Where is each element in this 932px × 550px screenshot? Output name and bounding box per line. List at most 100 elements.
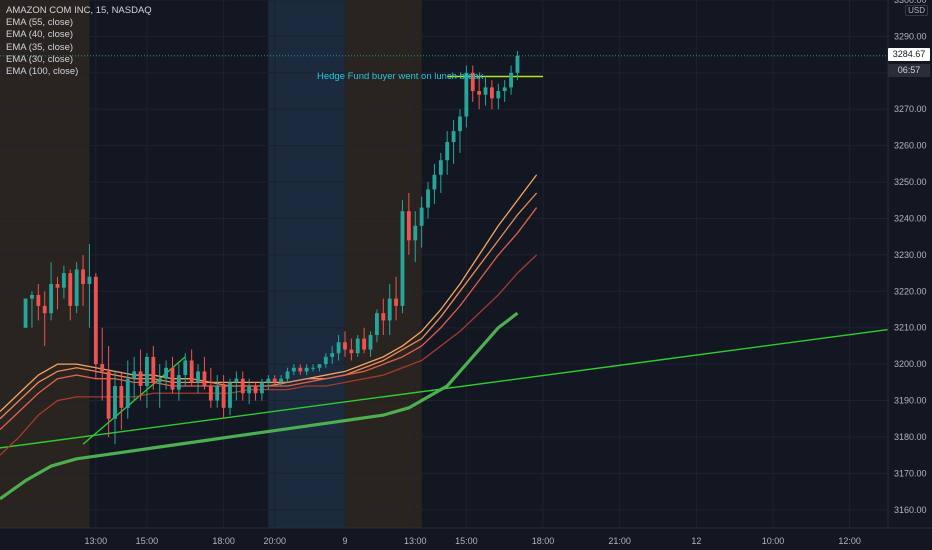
candle-body [23,298,28,328]
time-tick-label: 13:00 [85,536,108,546]
candle [170,356,175,394]
candle-body [304,367,309,372]
candle [49,262,54,321]
candle [330,345,335,365]
candle [400,200,405,314]
candle-body [509,72,513,88]
candle-body [502,87,507,92]
candle [87,243,92,328]
candle-body [221,385,226,408]
price-tick-label: 3250.00 [894,177,927,187]
candle-body [253,385,258,394]
candle-body [336,342,341,354]
candle [113,371,117,445]
candle-body [477,91,482,95]
candle [106,345,111,437]
candle [458,109,462,153]
price-axis[interactable]: 3160.00 3170.00 3180.00 3190.00 3200.00 3210.… [887,0,932,550]
price-tick-label: 3270.00 [894,104,927,114]
indicator-ema-100[interactable]: EMA (100, close) [6,66,79,78]
candle [228,378,232,416]
candle [221,375,226,419]
candle-body [164,367,169,379]
candle [502,80,507,102]
candle [381,298,386,336]
candle [240,371,245,401]
candle [81,254,85,306]
time-axis[interactable]: 13:00 15:00 18:00 20:00 9 13:00 15:00 18:00 21:0… [0,527,932,550]
candle [196,364,200,394]
price-tick-label: 3160.00 [894,505,927,515]
price-tick-label: 3300.00 [894,0,927,5]
candle-body [489,87,494,99]
candle [208,367,213,408]
candle-body [87,276,92,285]
session-band [0,0,90,528]
candle [157,364,162,408]
candle-body [247,385,252,394]
candle-body [419,207,424,226]
candle [406,192,411,255]
candle-body [106,371,111,419]
candle [234,371,239,401]
candle [68,269,73,321]
candle-body [343,342,347,350]
candle [61,265,66,299]
candle [260,378,264,401]
currency-unit-badge[interactable]: USD [905,5,928,16]
candle [164,360,169,390]
candle [266,375,271,390]
candle-body [323,356,328,365]
indicator-ema-55[interactable]: EMA (55, close) [6,17,74,29]
candle-body [438,160,443,175]
chart-annotation[interactable]: Hedge Fund buyer went on lunch break [317,71,484,82]
time-tick-label: 12:00 [838,536,861,546]
candle-body [291,367,296,372]
price-tick-label: 3210.00 [894,323,927,333]
time-tick-label: 10:00 [762,536,785,546]
trendlines[interactable] [0,75,889,449]
candle-body [74,269,79,306]
candle-body [368,335,373,350]
candle-body [138,371,143,386]
candle [279,375,284,386]
candle-body [145,356,149,386]
candle-body [208,385,213,401]
candle-body [330,353,335,357]
candle [394,276,399,321]
candle-body [132,371,137,379]
candle [317,364,322,372]
indicator-ema-40[interactable]: EMA (40, close) [6,29,74,41]
candle-body [394,298,399,306]
candle [119,371,124,430]
bar-countdown-tag: 06:57 [888,64,930,77]
price-tick-label: 3180.00 [894,432,927,442]
candle [483,76,488,106]
candles [0,50,888,445]
candle [419,196,424,248]
candle-body [68,273,73,306]
candle-body [298,367,303,372]
candle [413,211,418,263]
candle-body [445,142,450,161]
price-axis-bg [888,0,932,550]
time-tick-label: 20:00 [263,536,286,546]
candle-body [151,356,156,383]
candle-body [260,382,264,394]
indicator-ema-30[interactable]: EMA (30, close) [6,53,74,65]
candle-body [240,378,245,394]
candle-body [464,72,469,117]
candle-body [272,378,277,383]
candle-body [196,371,200,383]
candle-body [496,91,501,99]
candle [176,364,181,401]
candle-body [426,189,430,208]
price-tick-label: 3190.00 [894,396,927,406]
indicator-ema-35[interactable]: EMA (35, close) [6,41,74,53]
candle-body [451,131,456,143]
candle-body [176,375,181,390]
candle [311,364,315,372]
candle-body [93,276,98,365]
candle [36,284,41,321]
